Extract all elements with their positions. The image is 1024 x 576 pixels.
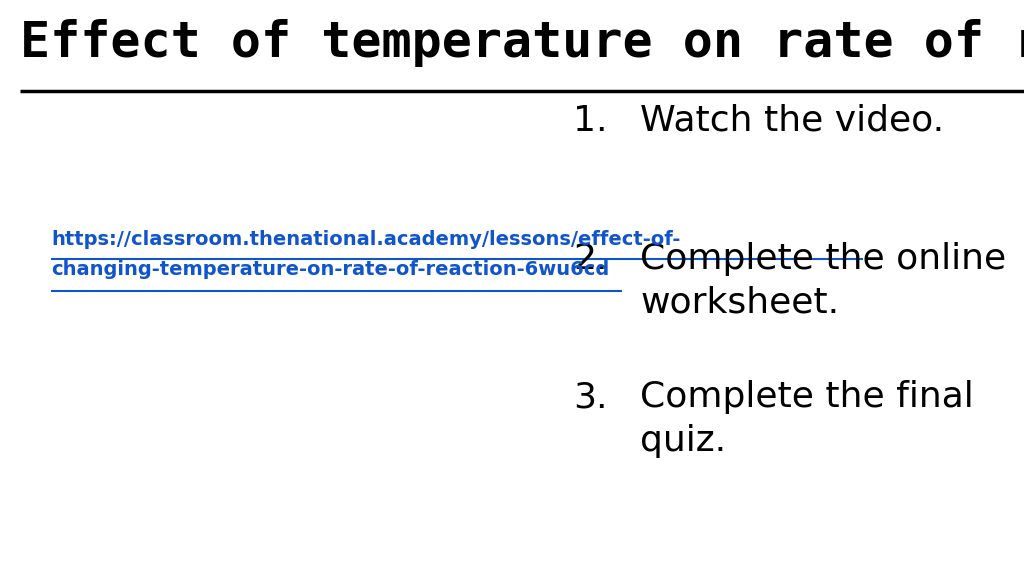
Text: Effect of temperature on rate of reaction: Effect of temperature on rate of reactio… xyxy=(20,17,1024,67)
Text: https://classroom.thenational.academy/lessons/effect-of-
changing-temperature-on: https://classroom.thenational.academy/le… xyxy=(51,230,681,279)
Text: Complete the online
worksheet.: Complete the online worksheet. xyxy=(640,242,1007,319)
Text: 1.: 1. xyxy=(573,104,608,138)
Text: 3.: 3. xyxy=(573,380,608,414)
Text: Watch the video.: Watch the video. xyxy=(640,104,944,138)
Text: 2.: 2. xyxy=(573,242,608,276)
Text: Complete the final
quiz.: Complete the final quiz. xyxy=(640,380,974,457)
